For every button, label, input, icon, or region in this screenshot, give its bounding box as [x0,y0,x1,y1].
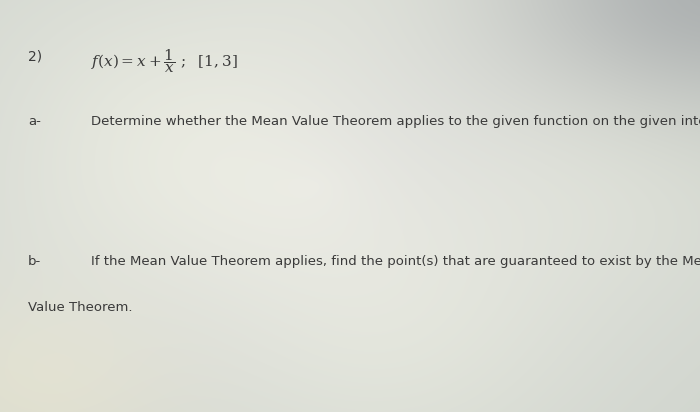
Text: 2): 2) [28,49,42,63]
Text: Determine whether the Mean Value Theorem applies to the given function on the gi: Determine whether the Mean Value Theorem… [91,115,700,129]
Text: $f(x) = x + \dfrac{1}{x}$$\ ;\ \ [1,3]$: $f(x) = x + \dfrac{1}{x}$$\ ;\ \ [1,3]$ [91,47,237,75]
Text: If the Mean Value Theorem applies, find the point(s) that are guaranteed to exis: If the Mean Value Theorem applies, find … [91,255,700,269]
Text: a-: a- [28,115,41,129]
Text: Value Theorem.: Value Theorem. [28,301,132,314]
Text: b-: b- [28,255,41,269]
